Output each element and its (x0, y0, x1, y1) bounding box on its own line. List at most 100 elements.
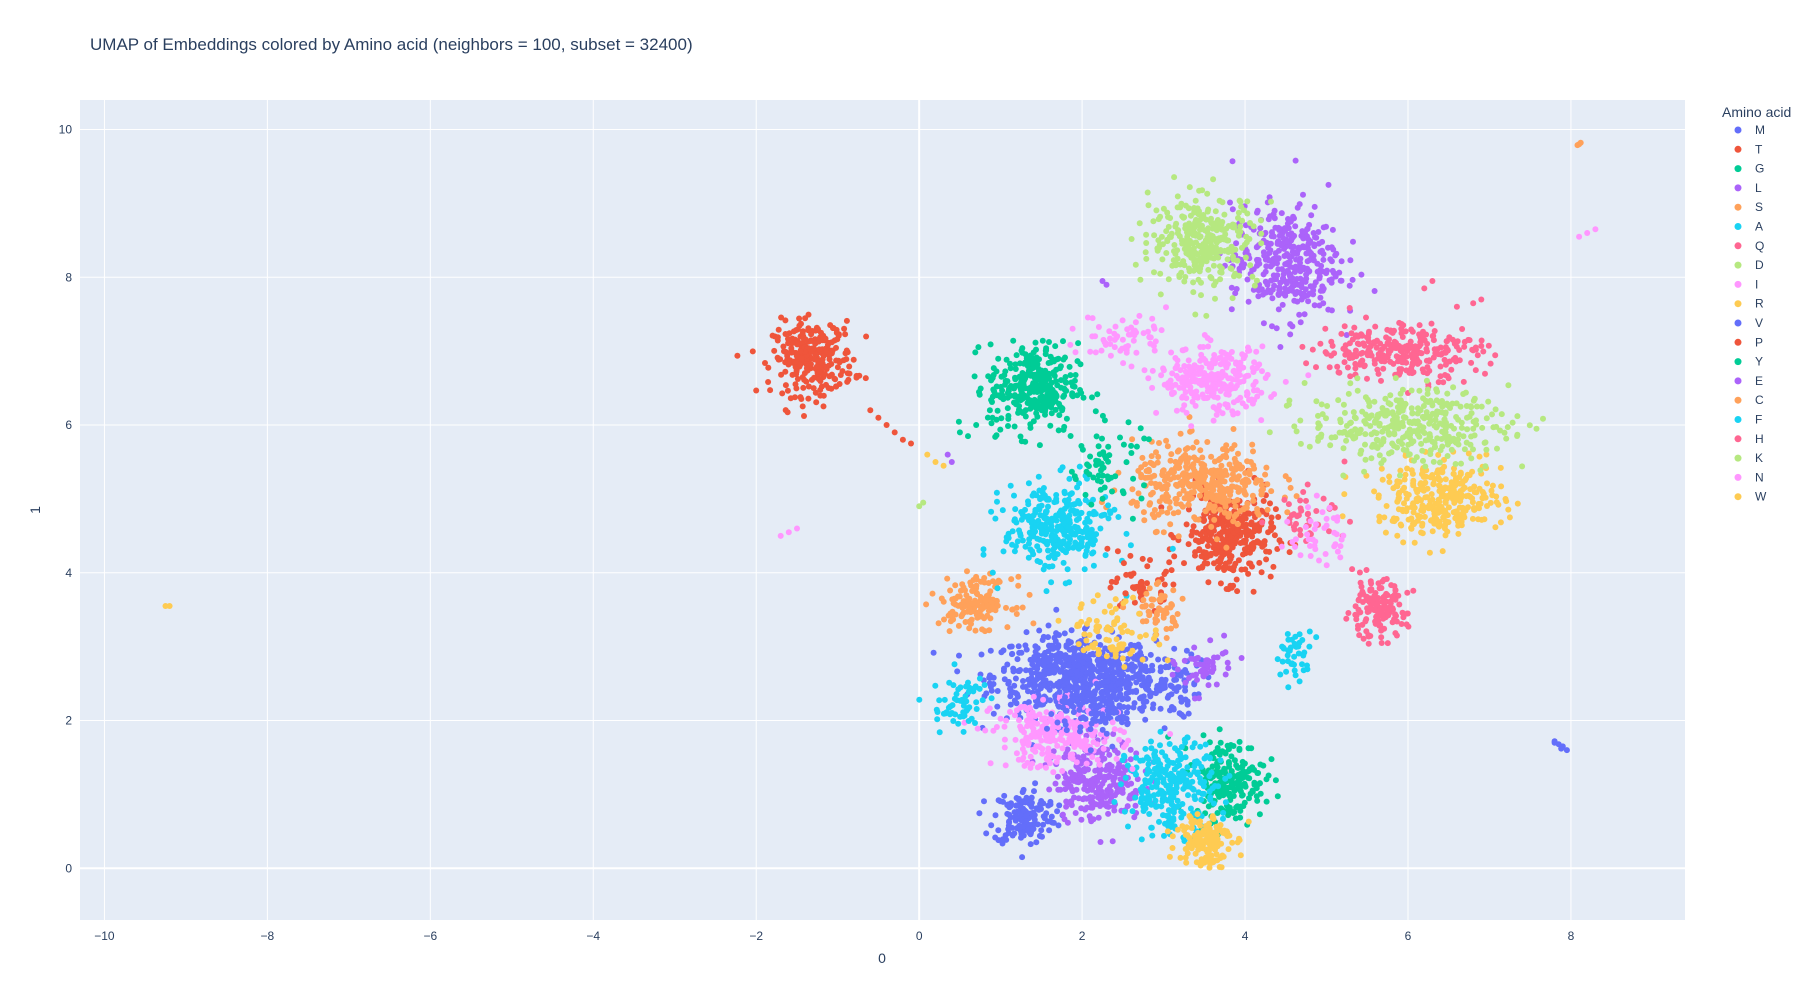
scatter-point-Q (1423, 331, 1430, 338)
scatter-point-L (1284, 268, 1291, 274)
scatter-point-Q (1385, 341, 1392, 348)
scatter-point-A (1162, 753, 1169, 760)
scatter-point-A (1144, 766, 1151, 773)
scatter-point-L (1282, 227, 1289, 234)
scatter-point-M (1033, 676, 1040, 683)
scatter-point-I (1179, 347, 1186, 354)
scatter-point-D (1205, 225, 1212, 232)
scatter-point-T (1195, 565, 1202, 572)
scatter-point-G (1012, 376, 1019, 383)
scatter-point-G (1060, 338, 1066, 345)
scatter-point-A (1285, 684, 1292, 691)
scatter-point-Q (1364, 334, 1370, 341)
scatter-point-M (992, 812, 999, 819)
scatter-point-T (1267, 573, 1274, 580)
scatter-point-L (1274, 260, 1280, 267)
scatter-point-L (1287, 263, 1294, 270)
scatter-point-L (1078, 805, 1085, 812)
scatter-point-S (1216, 506, 1223, 513)
scatter-point-L (1105, 810, 1112, 817)
scatter-point-M (1041, 671, 1048, 678)
scatter-point-A (1072, 539, 1079, 546)
scatter-point-T (828, 385, 835, 392)
scatter-point-Q (1470, 300, 1477, 307)
scatter-point-T (784, 409, 791, 416)
scatter-point-M (1563, 747, 1570, 754)
scatter-point-S (1249, 441, 1256, 448)
scatter-point-G (1233, 804, 1240, 811)
scatter-point-D (1187, 212, 1194, 219)
scatter-point-T (1251, 528, 1258, 535)
scatter-point-T (1181, 560, 1187, 567)
scatter-point-Q (1338, 330, 1345, 337)
scatter-point-S (1177, 430, 1184, 437)
scatter-point-M (1117, 686, 1124, 693)
scatter-point-A (1291, 640, 1298, 647)
scatter-point-L (1112, 792, 1118, 799)
scatter-point-G (1035, 365, 1042, 372)
scatter-point-L (1308, 212, 1315, 219)
scatter-point-Q (1366, 344, 1373, 351)
scatter-point-A (1222, 775, 1229, 782)
scatter-point-S (1217, 455, 1224, 462)
scatter-point-T (769, 332, 776, 339)
scatter-point-G (1228, 768, 1235, 775)
scatter-point-D (1244, 198, 1251, 205)
scatter-point-T (1203, 549, 1209, 556)
scatter-point-A (994, 498, 1000, 505)
scatter-point-G (1237, 807, 1244, 814)
scatter-point-A (1198, 796, 1205, 803)
scatter-point-G (1027, 398, 1034, 405)
scatter-point-A (1011, 492, 1017, 499)
scatter-point-S (987, 615, 994, 622)
scatter-point-M (1009, 650, 1016, 657)
scatter-point-S (1160, 467, 1167, 474)
scatter-point-L (1063, 750, 1070, 757)
scatter-point-L (1271, 215, 1278, 222)
scatter-point-G (1011, 385, 1018, 392)
scatter-point-I (1191, 362, 1198, 369)
scatter-point-S (1026, 591, 1033, 598)
scatter-point-I (1165, 380, 1172, 386)
scatter-point-Q (1348, 330, 1355, 337)
scatter-point-Q (1492, 352, 1499, 359)
scatter-point-T (792, 358, 799, 365)
scatter-point-T (1275, 514, 1282, 520)
scatter-point-M (1053, 630, 1060, 637)
scatter-point-L (1073, 778, 1080, 785)
scatter-point-Q (1371, 340, 1378, 346)
scatter-point-T (810, 385, 817, 392)
scatter-point-I (1305, 372, 1312, 379)
scatter-point-M (1045, 648, 1052, 655)
scatter-point-A (1054, 523, 1061, 530)
scatter-point-G (1007, 360, 1013, 367)
scatter-point-S (929, 590, 936, 597)
scatter-point-G (1263, 776, 1270, 783)
scatter-point-A (1071, 501, 1078, 508)
scatter-point-T (1268, 514, 1275, 521)
scatter-point-D (1128, 236, 1135, 242)
scatter-point-A (1210, 800, 1217, 807)
scatter-point-T (767, 387, 774, 394)
scatter-point-D (1268, 198, 1274, 205)
scatter-point-S (1284, 509, 1291, 516)
scatter-point-L (1229, 158, 1236, 165)
scatter-point-M (1046, 827, 1053, 834)
scatter-point-L (1263, 239, 1270, 246)
scatter-point-Q (1414, 358, 1421, 364)
scatter-point-D (1197, 257, 1204, 264)
scatter-point-T (798, 355, 805, 362)
scatter-point-Q (1335, 369, 1342, 376)
scatter-point-A (1169, 545, 1176, 552)
scatter-point-D (1218, 265, 1225, 272)
scatter-point-S (1141, 517, 1148, 524)
plot-area[interactable] (80, 100, 1685, 920)
scatter-point-S (1183, 463, 1190, 470)
scatter-point-Q (1381, 343, 1388, 350)
scatter-point-L (1290, 250, 1297, 257)
scatter-point-A (1073, 517, 1080, 523)
scatter-point-I (1236, 364, 1242, 371)
scatter-point-M (1160, 683, 1167, 690)
scatter-point-G (987, 341, 994, 348)
scatter-point-L (1111, 768, 1118, 775)
